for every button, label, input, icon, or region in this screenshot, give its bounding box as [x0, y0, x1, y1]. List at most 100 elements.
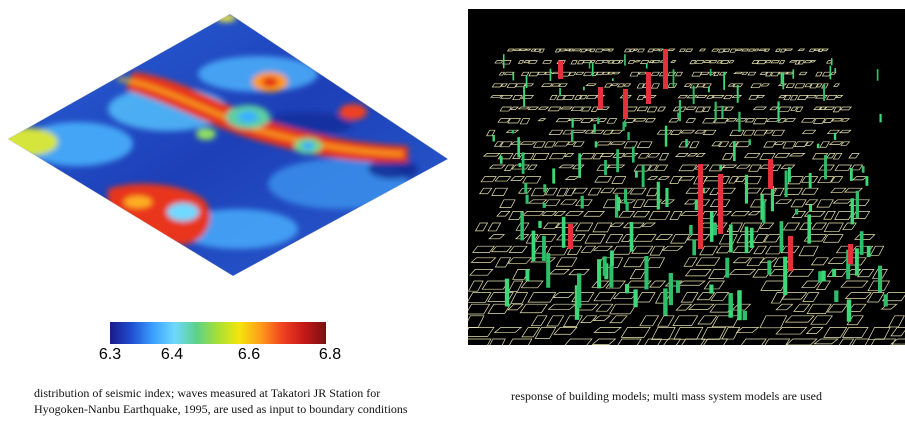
colorbar-tick: 6.3 — [99, 346, 121, 364]
response-bar — [505, 279, 509, 307]
response-bar — [725, 258, 729, 278]
response-bar — [526, 75, 528, 88]
response-bar — [568, 224, 573, 249]
response-bar — [860, 231, 864, 255]
response-bar — [878, 266, 882, 292]
response-bar — [578, 153, 581, 178]
response-bar — [669, 273, 673, 305]
response-bar — [760, 194, 763, 219]
response-bar — [646, 72, 651, 104]
response-bar — [542, 236, 546, 261]
colorbar-tick: 6.8 — [319, 346, 341, 364]
response-bar — [592, 63, 594, 76]
response-bar — [809, 173, 812, 188]
response-bar — [503, 54, 505, 68]
response-bar — [624, 189, 627, 204]
response-bar — [603, 256, 607, 275]
response-bar — [676, 280, 680, 293]
response-bar — [788, 236, 793, 271]
response-bar — [809, 204, 812, 211]
response-bar — [616, 149, 619, 172]
response-bar — [552, 168, 555, 183]
response-bar — [795, 209, 798, 215]
response-bar — [807, 214, 811, 243]
response-bar — [546, 253, 550, 288]
response-bar — [500, 156, 503, 164]
response-bar — [781, 73, 783, 84]
response-bar — [780, 221, 784, 252]
response-bar — [847, 299, 851, 321]
response-bar — [663, 49, 668, 89]
response-bar — [543, 184, 546, 192]
response-bar — [856, 191, 859, 218]
response-bar — [663, 288, 667, 315]
response-bar — [625, 284, 629, 293]
response-bar — [879, 114, 881, 122]
response-bar — [523, 87, 525, 107]
response-bar — [624, 54, 626, 65]
seismic-index-map — [8, 14, 448, 276]
response-bar — [767, 260, 771, 274]
response-bar — [771, 186, 774, 211]
response-bar — [597, 259, 601, 288]
response-bar — [710, 69, 712, 76]
response-bar — [785, 170, 788, 197]
response-bar — [642, 165, 645, 187]
response-bar — [783, 257, 787, 296]
response-bar — [709, 285, 713, 294]
response-bar — [834, 68, 836, 72]
response-bar — [832, 269, 836, 277]
response-bar — [595, 141, 597, 147]
colorbar-ticks: 6.3 6.4 6.6 6.8 — [100, 346, 340, 366]
response-bar — [623, 89, 628, 119]
response-bar — [617, 197, 620, 211]
response-bar — [831, 58, 833, 65]
response-bar — [559, 88, 561, 96]
response-bar — [623, 122, 625, 131]
response-bar — [665, 188, 668, 207]
response-bar — [834, 133, 836, 140]
response-bar — [737, 85, 739, 103]
response-bar — [679, 100, 681, 121]
response-bar — [733, 141, 736, 161]
response-bar — [745, 175, 748, 204]
response-bar — [695, 200, 698, 210]
response-bar — [685, 139, 687, 147]
response-bar — [630, 222, 634, 252]
response-bar — [532, 231, 536, 262]
response-bar — [729, 225, 733, 253]
response-bar — [512, 130, 514, 134]
response-bar — [692, 239, 696, 255]
response-bar — [822, 271, 826, 282]
response-bar — [519, 163, 522, 167]
response-bar — [538, 221, 541, 228]
response-bar — [635, 171, 638, 178]
response-bar — [522, 152, 525, 174]
response-bar — [817, 144, 819, 149]
response-bar — [558, 61, 563, 79]
response-bar — [520, 212, 524, 240]
response-bar — [562, 217, 566, 248]
response-bar — [644, 256, 648, 289]
response-bar — [524, 183, 527, 193]
response-bar — [627, 132, 629, 140]
response-bar — [581, 196, 584, 209]
response-bar — [543, 203, 546, 208]
response-bar — [745, 227, 749, 254]
response-bar — [865, 176, 868, 186]
response-bar — [689, 225, 692, 235]
response-bar — [604, 160, 607, 175]
response-bar — [851, 198, 854, 224]
response-bar — [665, 126, 667, 147]
response-bar — [632, 147, 635, 163]
building-response-view — [468, 9, 905, 345]
response-bar — [777, 101, 779, 121]
response-bar — [743, 311, 747, 320]
response-bar — [715, 102, 717, 121]
response-bar — [788, 167, 791, 182]
response-bar — [749, 139, 751, 145]
response-bar — [713, 224, 716, 236]
response-bar — [834, 290, 838, 302]
response-bar — [693, 86, 695, 104]
response-bar — [848, 244, 853, 264]
